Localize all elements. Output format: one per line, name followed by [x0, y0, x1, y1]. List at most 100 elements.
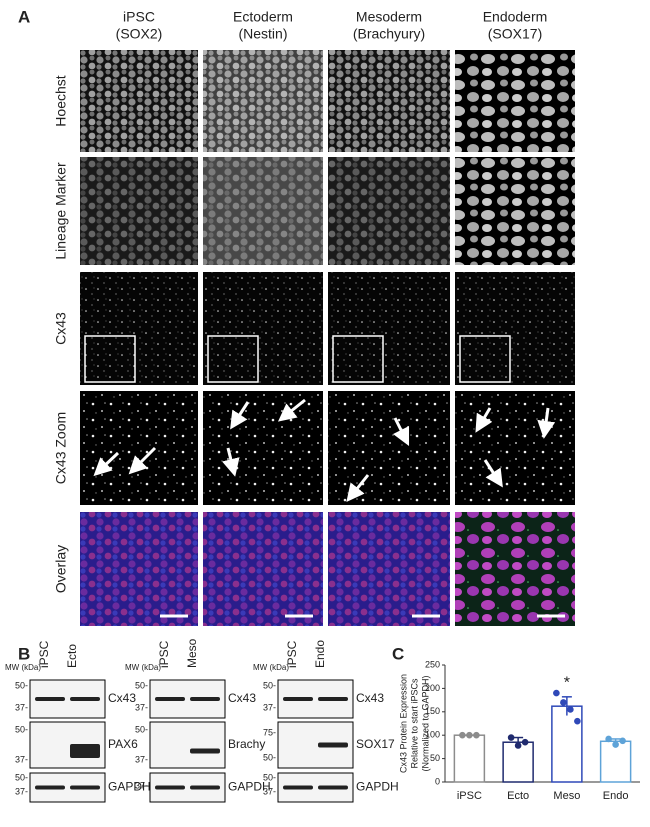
x-tick-label: Ecto: [507, 790, 529, 802]
row-label: Lineage Marker: [53, 162, 69, 260]
row-label: Cx43 Zoom: [53, 412, 69, 484]
lane-label: Meso: [185, 638, 199, 668]
row-label: Cx43: [53, 312, 69, 345]
data-point: [619, 737, 626, 745]
bar: [453, 734, 486, 783]
micrograph: [80, 512, 198, 626]
micrograph: [455, 272, 575, 385]
mw-marker: 50-: [263, 680, 276, 690]
zoom-box: [84, 335, 136, 383]
mw-marker: 37-: [15, 754, 28, 764]
micrograph: [80, 157, 198, 265]
band: [70, 785, 100, 790]
zoom-box: [207, 335, 259, 383]
band: [318, 742, 348, 748]
micrograph: [203, 50, 323, 152]
lane-label: iPSC: [37, 640, 51, 668]
arrow: [230, 401, 250, 430]
mw-marker: 37-: [135, 702, 148, 712]
data-point: [612, 741, 619, 748]
band: [70, 744, 100, 758]
micrograph: [328, 157, 450, 265]
panel-label: C: [392, 644, 404, 663]
column-title: Mesoderm: [356, 9, 422, 25]
micrograph: [80, 391, 198, 505]
column-subtitle: (Brachyury): [353, 26, 425, 42]
band-label: PAX6: [108, 737, 138, 751]
zoom-box: [459, 335, 511, 383]
mw-marker: 50-: [15, 724, 28, 734]
column-title: Ectoderm: [233, 9, 293, 25]
y-axis-label: (Normalized to GAPDH): [420, 675, 430, 771]
band: [35, 697, 65, 701]
band: [318, 697, 348, 701]
arrow: [475, 407, 493, 433]
band-label: Brachy: [228, 737, 265, 751]
micrograph: [203, 272, 323, 385]
band: [190, 748, 220, 754]
x-tick-label: iPSC: [457, 790, 482, 802]
band-label: Cx43: [108, 691, 136, 705]
micrograph: [203, 391, 323, 505]
column-subtitle: (SOX2): [116, 26, 163, 42]
mw-marker: 75-: [263, 727, 276, 737]
lane-label: iPSC: [157, 640, 171, 668]
data-point: [521, 738, 529, 746]
row-label: Hoechst: [53, 75, 69, 126]
data-point: [466, 731, 473, 739]
mw-marker: 37-: [263, 786, 276, 796]
arrow: [222, 447, 240, 477]
mw-marker: 37-: [15, 702, 28, 712]
micrograph: [455, 391, 575, 505]
micrograph: [328, 512, 450, 626]
data-point: [560, 699, 567, 706]
panel-label: B: [18, 644, 30, 663]
micrograph: [80, 272, 198, 385]
data-point: [553, 689, 560, 697]
band-label: Cx43: [356, 691, 384, 705]
zoom-box: [332, 335, 384, 383]
mw-label: MW (kDa): [125, 663, 161, 672]
band: [35, 785, 65, 790]
x-tick-label: Endo: [603, 790, 629, 802]
micrograph: [80, 50, 198, 152]
y-axis-label: Cx43 Protein Expression: [398, 674, 408, 773]
panel-label: A: [18, 7, 30, 26]
column-subtitle: (SOX17): [488, 26, 542, 42]
mw-label: MW (kDa): [5, 663, 41, 672]
band: [155, 785, 185, 790]
data-point: [473, 731, 480, 739]
micrograph: [328, 391, 450, 505]
mw-marker: 37-: [135, 754, 148, 764]
micrograph: [455, 512, 575, 626]
band-label: GAPDH: [356, 780, 399, 794]
arrow: [537, 407, 556, 439]
column-title: iPSC: [123, 9, 155, 25]
band: [283, 785, 313, 790]
mw-marker: 37-: [135, 780, 148, 790]
lane-label: Endo: [313, 640, 327, 668]
data-point: [514, 742, 522, 749]
y-tick-label: 0: [435, 776, 440, 786]
band: [318, 785, 348, 790]
micrograph: [203, 157, 323, 265]
y-tick-label: 150: [425, 706, 440, 716]
band: [190, 697, 220, 701]
bar: [551, 705, 583, 783]
row-label: Overlay: [53, 545, 69, 593]
arrow: [277, 398, 306, 422]
mw-marker: 50-: [135, 680, 148, 690]
arrow: [483, 459, 503, 488]
mw-marker: 50-: [15, 772, 28, 782]
arrow: [93, 451, 120, 477]
significance: *: [564, 674, 570, 691]
band: [283, 697, 313, 701]
lane-label: iPSC: [285, 640, 299, 668]
micrograph: [203, 512, 323, 626]
band: [190, 785, 220, 790]
data-point: [605, 735, 612, 743]
mw-marker: 50-: [263, 772, 276, 782]
mw-marker: 37-: [263, 702, 276, 712]
lane-label: Ecto: [65, 644, 79, 668]
